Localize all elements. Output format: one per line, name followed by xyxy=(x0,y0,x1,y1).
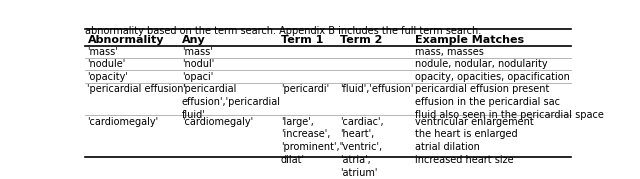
Text: 'cardiomegaly': 'cardiomegaly' xyxy=(182,117,253,127)
Text: mass, masses: mass, masses xyxy=(415,47,484,57)
Text: opacity, opacities, opacification: opacity, opacities, opacification xyxy=(415,72,570,82)
Text: abnormality based on the term search. Appendix B includes the full term search.: abnormality based on the term search. Ap… xyxy=(85,26,481,36)
Text: 'opaci': 'opaci' xyxy=(182,72,213,82)
Text: 'opacity': 'opacity' xyxy=(88,72,128,82)
Text: 'mass': 'mass' xyxy=(88,47,118,57)
Text: 'cardiomegaly': 'cardiomegaly' xyxy=(88,117,159,127)
Text: Any: Any xyxy=(182,35,205,45)
Text: 'pericardi': 'pericardi' xyxy=(281,84,329,94)
Text: Abnormality: Abnormality xyxy=(88,35,164,45)
Text: 'large',
'increase',
'prominent','
dilat': 'large', 'increase', 'prominent',' dilat… xyxy=(281,117,342,165)
Text: pericardial effusion present
effusion in the pericardial sac
fluid also seen in : pericardial effusion present effusion in… xyxy=(415,84,604,120)
Text: 'mass': 'mass' xyxy=(182,47,212,57)
Text: 'nodule': 'nodule' xyxy=(88,59,125,69)
Text: ventricular enlargement
the heart is enlarged
atrial dilation
increased heart si: ventricular enlargement the heart is enl… xyxy=(415,117,534,165)
Text: 'fluid','effusion': 'fluid','effusion' xyxy=(340,84,414,94)
Text: 'pericardial
effusion','pericardial
fluid': 'pericardial effusion','pericardial flui… xyxy=(182,84,281,120)
Text: nodule, nodular, nodularity: nodule, nodular, nodularity xyxy=(415,59,547,69)
Text: Term 2: Term 2 xyxy=(340,35,383,45)
Text: Example Matches: Example Matches xyxy=(415,35,524,45)
Text: Term 1: Term 1 xyxy=(281,35,323,45)
Text: 'pericardial effusion': 'pericardial effusion' xyxy=(88,84,186,94)
Text: 'cardiac',
'heart',
'ventric',
'atria',
'atrium': 'cardiac', 'heart', 'ventric', 'atria', … xyxy=(340,117,384,178)
Text: 'nodul': 'nodul' xyxy=(182,59,214,69)
